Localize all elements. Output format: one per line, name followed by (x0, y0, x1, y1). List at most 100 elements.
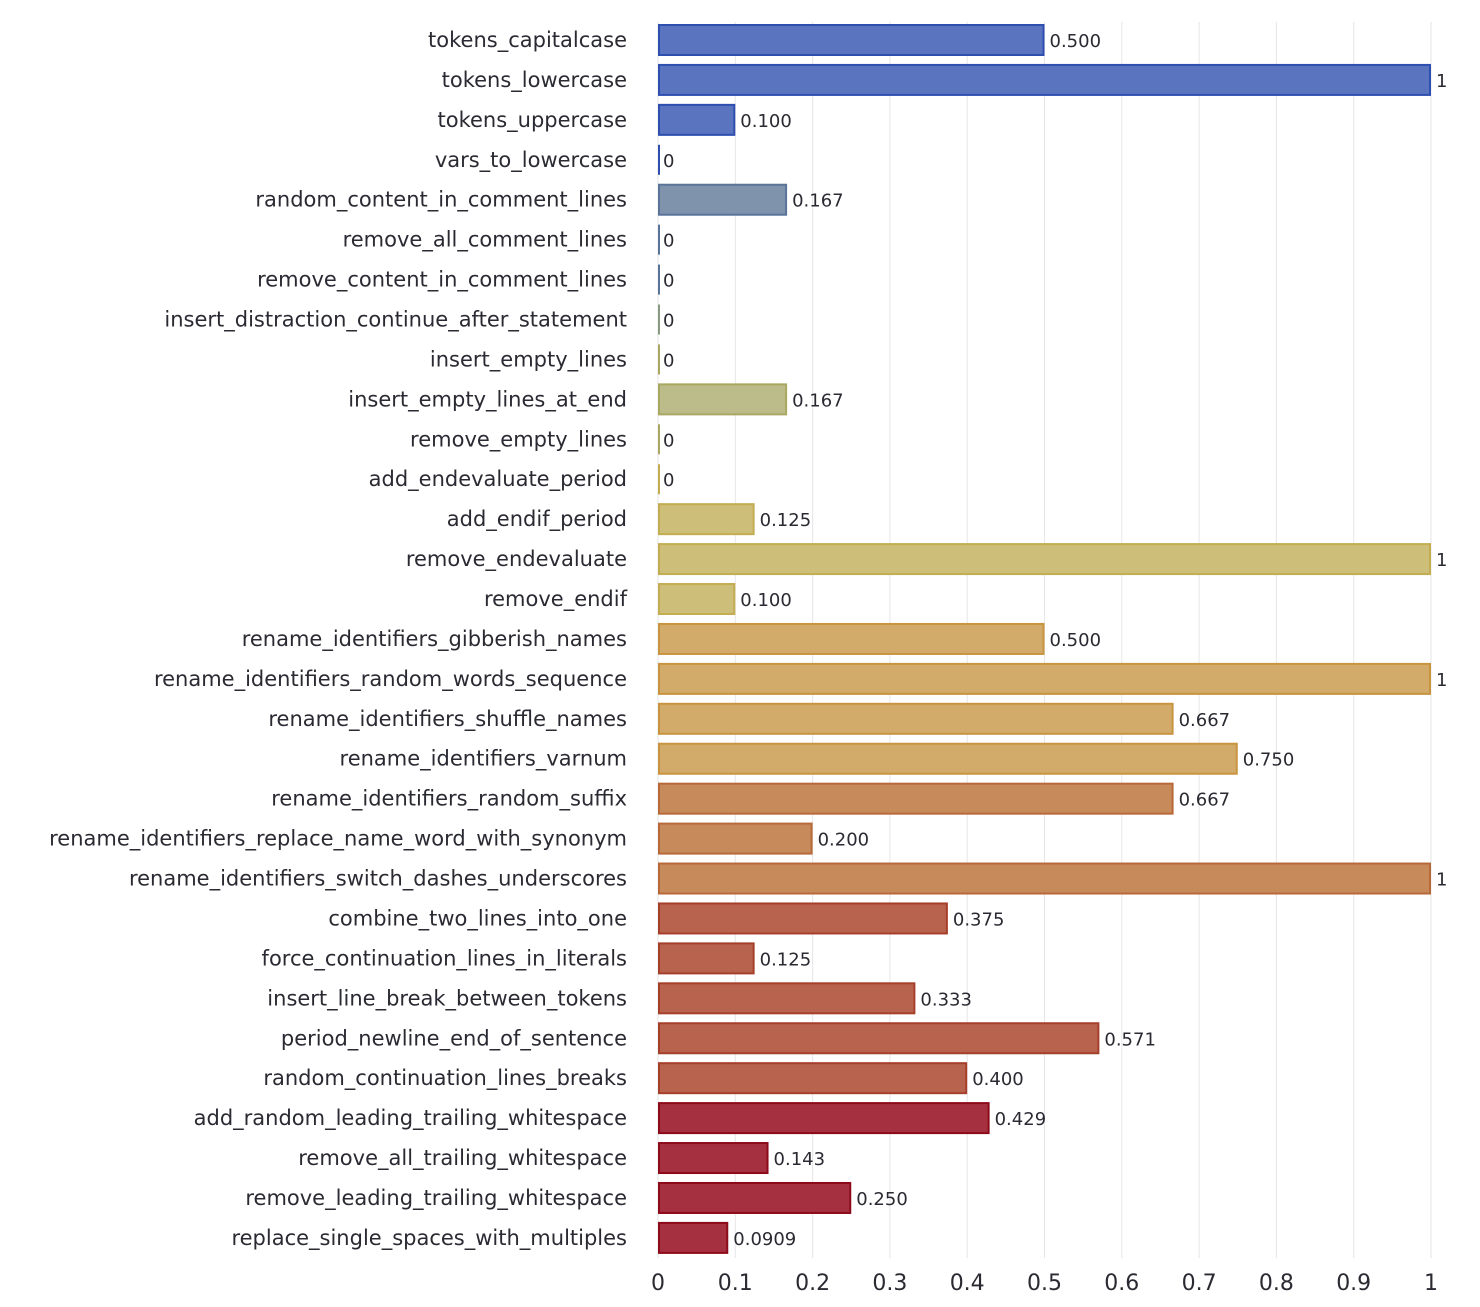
bar (658, 742, 1238, 775)
data-label: 0.100 (740, 590, 792, 611)
data-label: 0.0909 (733, 1229, 796, 1250)
category-label: remove_all_trailing_whitespace (298, 1146, 627, 1171)
bar (658, 902, 948, 935)
category-label: random_continuation_lines_breaks (263, 1066, 627, 1091)
x-tick-label: 0.9 (1336, 1271, 1371, 1296)
x-tick-label: 1 (1424, 1271, 1438, 1296)
bar (658, 1181, 852, 1214)
bar (658, 782, 1174, 815)
category-label: tokens_capitalcase (428, 28, 627, 53)
category-label: remove_all_comment_lines (343, 228, 627, 253)
x-tick-label: 0.6 (1104, 1271, 1139, 1296)
data-label: 0 (663, 311, 674, 332)
bar (658, 982, 916, 1015)
data-label: 0 (663, 350, 674, 371)
data-label: 0.667 (1179, 790, 1231, 811)
data-label: 0.500 (1050, 630, 1102, 651)
category-label: insert_empty_lines (430, 347, 627, 372)
category-label: add_endevaluate_period (369, 467, 627, 492)
bar (658, 1022, 1100, 1055)
category-label: rename_identifiers_switch_dashes_undersc… (129, 867, 627, 892)
data-label: 0.200 (818, 830, 870, 851)
data-label: 0.571 (1104, 1029, 1156, 1050)
category-label: remove_leading_trailing_whitespace (245, 1186, 627, 1211)
bar (658, 702, 1174, 735)
data-label: 0.750 (1243, 750, 1295, 771)
data-label: 0.100 (740, 111, 792, 132)
data-label: 0.400 (972, 1069, 1024, 1090)
bar (658, 1221, 729, 1254)
bar (658, 63, 1431, 96)
bar (658, 822, 813, 855)
x-tick-label: 0.4 (950, 1271, 985, 1296)
data-label: 0 (663, 271, 674, 292)
bar (658, 662, 1431, 695)
x-tick-label: 0.1 (718, 1271, 753, 1296)
category-label: combine_two_lines_into_one (328, 906, 627, 931)
data-label: 0.429 (995, 1109, 1047, 1130)
bar (658, 1142, 769, 1175)
category-label: insert_line_break_between_tokens (267, 986, 627, 1011)
category-label: rename_identifiers_random_words_sequence (154, 667, 627, 692)
category-label: vars_to_lowercase (435, 148, 627, 173)
bar (658, 503, 755, 536)
x-tick-label: 0 (651, 1271, 665, 1296)
category-label: replace_single_spaces_with_multiples (231, 1226, 627, 1251)
category-label: add_random_leading_trailing_whitespace (194, 1106, 627, 1131)
data-label: 0 (663, 231, 674, 252)
bar (658, 1102, 990, 1135)
bar (658, 862, 1431, 895)
data-label: 0.167 (792, 191, 844, 212)
data-label: 1 (1436, 870, 1447, 891)
bar (658, 942, 755, 975)
category-label: period_newline_end_of_sentence (281, 1026, 627, 1051)
data-label: 0 (663, 470, 674, 491)
category-label: rename_identifiers_random_suffix (271, 787, 627, 812)
bar (658, 622, 1045, 655)
data-label: 0.250 (856, 1189, 908, 1210)
data-label: 0.125 (760, 949, 812, 970)
data-label: 0.167 (792, 390, 844, 411)
category-label: insert_empty_lines_at_end (348, 387, 627, 412)
x-tick-label: 0.7 (1182, 1271, 1217, 1296)
data-label: 0.333 (920, 989, 972, 1010)
category-label: rename_identifiers_varnum (340, 747, 627, 772)
category-label: rename_identifiers_replace_name_word_wit… (49, 827, 627, 852)
bar (658, 383, 788, 416)
data-label: 0.143 (774, 1149, 826, 1170)
x-tick-label: 0.8 (1259, 1271, 1294, 1296)
x-tick-label: 0.5 (1027, 1271, 1062, 1296)
category-label: remove_endevaluate (406, 547, 627, 572)
bar (658, 183, 788, 216)
category-label: tokens_lowercase (442, 68, 627, 93)
category-label: insert_distraction_continue_after_statem… (164, 308, 627, 333)
bar (658, 583, 736, 616)
category-label: remove_endif (484, 587, 628, 612)
bar (658, 24, 1045, 56)
bar (658, 543, 1431, 576)
data-label: 1 (1436, 550, 1447, 571)
category-label: tokens_uppercase (437, 108, 627, 133)
data-label: 0.667 (1179, 710, 1231, 731)
bar (658, 1062, 968, 1095)
category-label: force_continuation_lines_in_literals (262, 946, 627, 971)
x-tick-label: 0.3 (872, 1271, 907, 1296)
category-label: rename_identifiers_gibberish_names (242, 627, 627, 652)
category-label: remove_empty_lines (410, 427, 627, 452)
data-label: 0.125 (760, 510, 812, 531)
category-label: random_content_in_comment_lines (255, 188, 627, 213)
data-label: 0 (663, 430, 674, 451)
category-labels: tokens_capitalcase tokens_lowercasetokens… (49, 28, 627, 1251)
bar (658, 103, 736, 136)
bars: 0.500 1 0.100 0 0.167 0 0 0 0 0.167 0 0 0.125 1 0.100 0… (658, 24, 1447, 1254)
data-label: 0.500 (1050, 31, 1102, 52)
data-label: 0.375 (953, 909, 1005, 930)
category-label: add_endif_period (447, 507, 627, 532)
x-axis-ticks: 0 0.1 0.2 0.3 0.4 0.5 0.6 0.7 0.8 0.9 1 (651, 1271, 1438, 1296)
data-label: 1 (1436, 71, 1447, 92)
data-label: 1 (1436, 670, 1447, 691)
category-label: rename_identifiers_shuffle_names (268, 707, 627, 732)
category-label: remove_content_in_comment_lines (257, 268, 627, 293)
x-tick-label: 0.2 (795, 1271, 830, 1296)
